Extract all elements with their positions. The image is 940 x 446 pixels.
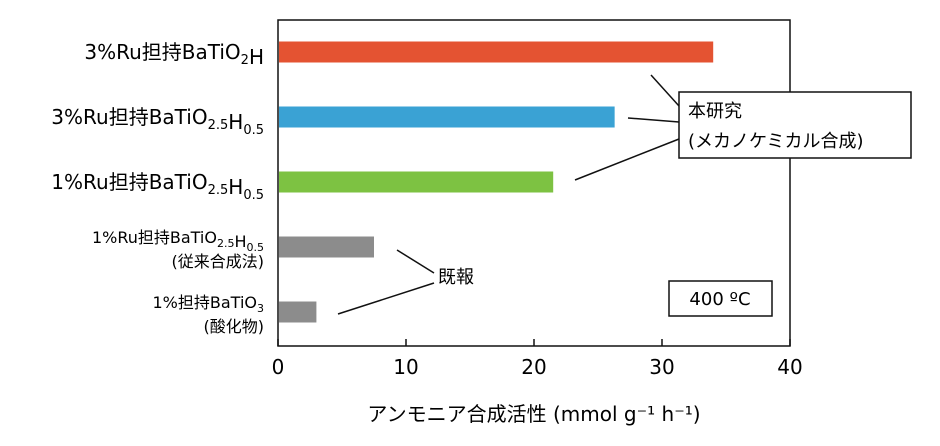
- this-work-label-line2: (メカノケミカル合成): [688, 131, 864, 152]
- x-tick-label-20: 20: [521, 355, 546, 379]
- temperature-label: 400 ºC: [689, 289, 750, 310]
- callout-leader-line-3: [574, 138, 680, 181]
- bar-2: [279, 106, 615, 128]
- category-label-5: 1%担持BaTiO3: [153, 293, 265, 315]
- temperature-box: [668, 280, 773, 317]
- category-label-4: 1%Ru担持BaTiO2.5H0.5: [92, 228, 264, 254]
- x-tick-label-40: 40: [777, 355, 802, 379]
- x-tick-label-30: 30: [649, 355, 674, 379]
- callout-leader-line-1: [650, 74, 680, 107]
- x-tick-label-0: 0: [272, 355, 285, 379]
- bar-3: [279, 171, 554, 193]
- previous-report-leader-1: [396, 249, 435, 274]
- x-axis-title: アンモニア合成活性 (mmol g⁻¹ h⁻¹): [367, 402, 700, 426]
- category-label-3: 1%Ru担持BaTiO2.5H0.5: [51, 170, 264, 203]
- category-label-2: 3%Ru担持BaTiO2.5H0.5: [51, 105, 264, 138]
- bar-5: [279, 301, 317, 323]
- previous-report-label: 既報: [438, 267, 474, 288]
- category-sublabel-5: (酸化物): [204, 317, 265, 336]
- category-label-1: 3%Ru担持BaTiO2H: [84, 40, 264, 69]
- x-tick-label-10: 10: [393, 355, 418, 379]
- bar-4: [279, 236, 374, 258]
- this-work-callout-box: [678, 91, 912, 159]
- this-work-label-line1: 本研究: [688, 101, 742, 122]
- bar-1: [279, 41, 714, 63]
- callout-leader-line-2: [627, 117, 680, 123]
- previous-report-leader-2: [337, 282, 435, 315]
- category-sublabel-4: (従来合成法): [172, 252, 265, 271]
